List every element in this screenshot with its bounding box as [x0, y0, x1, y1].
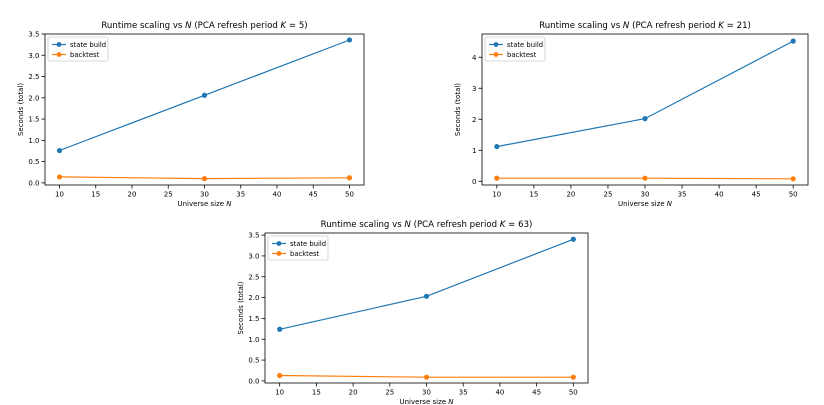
data-point: [201, 92, 208, 98]
x-tick-label: 15: [529, 191, 538, 199]
y-axis-label: Seconds (total): [237, 281, 245, 334]
data-point: [570, 236, 576, 242]
x-tick-label: 35: [236, 191, 245, 199]
data-point: [494, 175, 500, 181]
x-tick-label: 30: [641, 191, 650, 199]
y-tick-label: 1.0: [28, 137, 39, 145]
data-point: [423, 374, 430, 380]
y-tick-label: 0: [472, 178, 476, 186]
legend-marker: [276, 241, 282, 246]
data-point: [494, 143, 500, 150]
y-tick-label: 3.0: [248, 252, 259, 260]
data-point: [790, 38, 796, 44]
chart-title: Runtime scaling vs N (PCA refresh period…: [539, 21, 751, 31]
y-tick-label: 3: [472, 85, 476, 93]
x-axis-label: Universe size N: [177, 200, 232, 208]
y-tick-label: 1: [472, 147, 476, 155]
y-tick-label: 2.5: [248, 273, 259, 281]
x-tick-label: 30: [200, 191, 209, 199]
legend-marker: [493, 42, 499, 47]
y-tick-label: 2.0: [248, 294, 259, 302]
y-axis-label: Seconds (total): [17, 83, 25, 136]
data-point: [570, 374, 576, 380]
data-point: [642, 175, 648, 181]
x-tick-label: 10: [55, 191, 64, 199]
x-tick-label: 15: [91, 191, 100, 199]
data-point: [277, 372, 283, 379]
y-tick-label: 2.0: [28, 94, 39, 102]
data-point: [201, 176, 208, 182]
x-tick-label: 35: [678, 191, 687, 199]
legend-label: state build: [70, 41, 106, 49]
x-tick-label: 20: [128, 191, 137, 199]
legend-label: backtest: [70, 51, 100, 59]
y-tick-label: 0.0: [248, 377, 259, 385]
data-point: [56, 147, 63, 154]
y-tick-label: 3.5: [28, 31, 39, 39]
x-tick-label: 35: [459, 389, 468, 397]
x-tick-label: 45: [309, 191, 318, 199]
legend-label: backtest: [507, 51, 537, 59]
x-tick-label: 25: [164, 191, 173, 199]
legend-marker: [276, 251, 282, 256]
legend-marker: [56, 42, 62, 47]
x-tick-label: 40: [715, 191, 724, 199]
y-tick-label: 2.5: [28, 73, 39, 81]
x-axis-label: Universe size N: [618, 200, 673, 208]
y-tick-label: 3.5: [248, 232, 259, 240]
legend-label: state build: [507, 41, 543, 49]
data-point: [346, 37, 353, 43]
x-tick-label: 10: [492, 191, 501, 199]
y-tick-label: 0.5: [28, 158, 39, 166]
y-tick-label: 2: [472, 116, 476, 124]
y-tick-label: 1.5: [28, 116, 39, 124]
chart-3: Runtime scaling vs N (PCA refresh period…: [237, 220, 589, 405]
y-tick-label: 0.0: [28, 179, 39, 187]
x-tick-label: 30: [422, 389, 431, 397]
y-tick-label: 0.5: [248, 357, 259, 365]
x-tick-label: 25: [385, 389, 394, 397]
chart-1: Runtime scaling vs N (PCA refresh period…: [17, 21, 365, 208]
y-tick-label: 3.0: [28, 52, 39, 60]
legend-marker: [493, 52, 499, 57]
chart-2: Runtime scaling vs N (PCA refresh period…: [454, 21, 809, 208]
legend-label: state build: [290, 240, 326, 248]
x-tick-label: 25: [603, 191, 612, 199]
x-tick-label: 10: [275, 389, 284, 397]
x-tick-label: 40: [495, 389, 504, 397]
legend-label: backtest: [290, 250, 320, 258]
x-tick-label: 15: [312, 389, 321, 397]
y-tick-label: 1.0: [248, 336, 259, 344]
y-axis-label: Seconds (total): [454, 83, 462, 136]
data-point: [346, 175, 353, 181]
x-axis-label: Universe size N: [399, 398, 454, 405]
legend-marker: [56, 52, 62, 57]
x-tick-label: 20: [566, 191, 575, 199]
x-tick-label: 50: [345, 191, 354, 199]
data-point: [277, 326, 283, 332]
x-tick-label: 50: [569, 389, 578, 397]
x-tick-label: 20: [349, 389, 358, 397]
x-tick-label: 45: [752, 191, 761, 199]
chart-title: Runtime scaling vs N (PCA refresh period…: [321, 220, 533, 230]
y-tick-label: 1.5: [248, 315, 259, 323]
data-point: [423, 293, 430, 299]
x-tick-label: 40: [273, 191, 282, 199]
x-tick-label: 45: [532, 389, 541, 397]
x-tick-label: 50: [789, 191, 798, 199]
data-point: [642, 116, 648, 122]
data-point: [790, 176, 796, 182]
chart-title: Runtime scaling vs N (PCA refresh period…: [101, 21, 307, 31]
y-tick-label: 4: [472, 54, 477, 62]
data-point: [56, 174, 63, 180]
